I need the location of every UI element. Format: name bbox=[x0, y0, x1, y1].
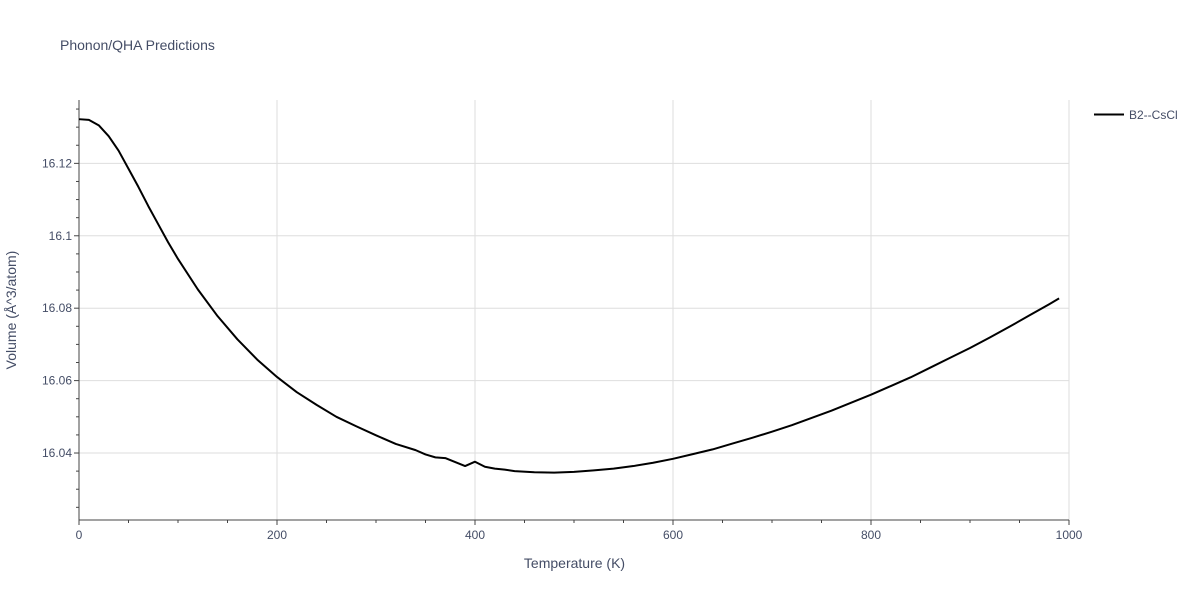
chart-title: Phonon/QHA Predictions bbox=[60, 37, 215, 53]
axis-layer: 0 200 400 600 800 1000 16.04 16.06 16.08 16.1 16.1… bbox=[42, 100, 1083, 542]
series-line-B2--CsCl bbox=[78, 118, 1060, 474]
y-tick-label: 16.12 bbox=[42, 156, 72, 170]
series-layer bbox=[78, 118, 1060, 474]
x-tick-label: 600 bbox=[663, 528, 683, 542]
y-tick-label: 16.1 bbox=[49, 229, 73, 243]
x-tick-label: 800 bbox=[861, 528, 881, 542]
y-axis-title: Volume (Å^3/atom) bbox=[3, 251, 19, 370]
x-tick-label: 200 bbox=[267, 528, 287, 542]
y-tick-label: 16.08 bbox=[42, 301, 72, 315]
legend-label: B2--CsCl bbox=[1129, 108, 1178, 122]
x-tick-label: 1000 bbox=[1056, 528, 1083, 542]
x-tick-label: 0 bbox=[76, 528, 83, 542]
grid-layer bbox=[79, 100, 1070, 520]
x-tick-label: 400 bbox=[465, 528, 485, 542]
x-axis-title: Temperature (K) bbox=[524, 555, 625, 571]
y-tick-label: 16.06 bbox=[42, 374, 72, 388]
legend[interactable]: B2--CsCl bbox=[1094, 108, 1178, 122]
y-tick-label: 16.04 bbox=[42, 446, 72, 460]
